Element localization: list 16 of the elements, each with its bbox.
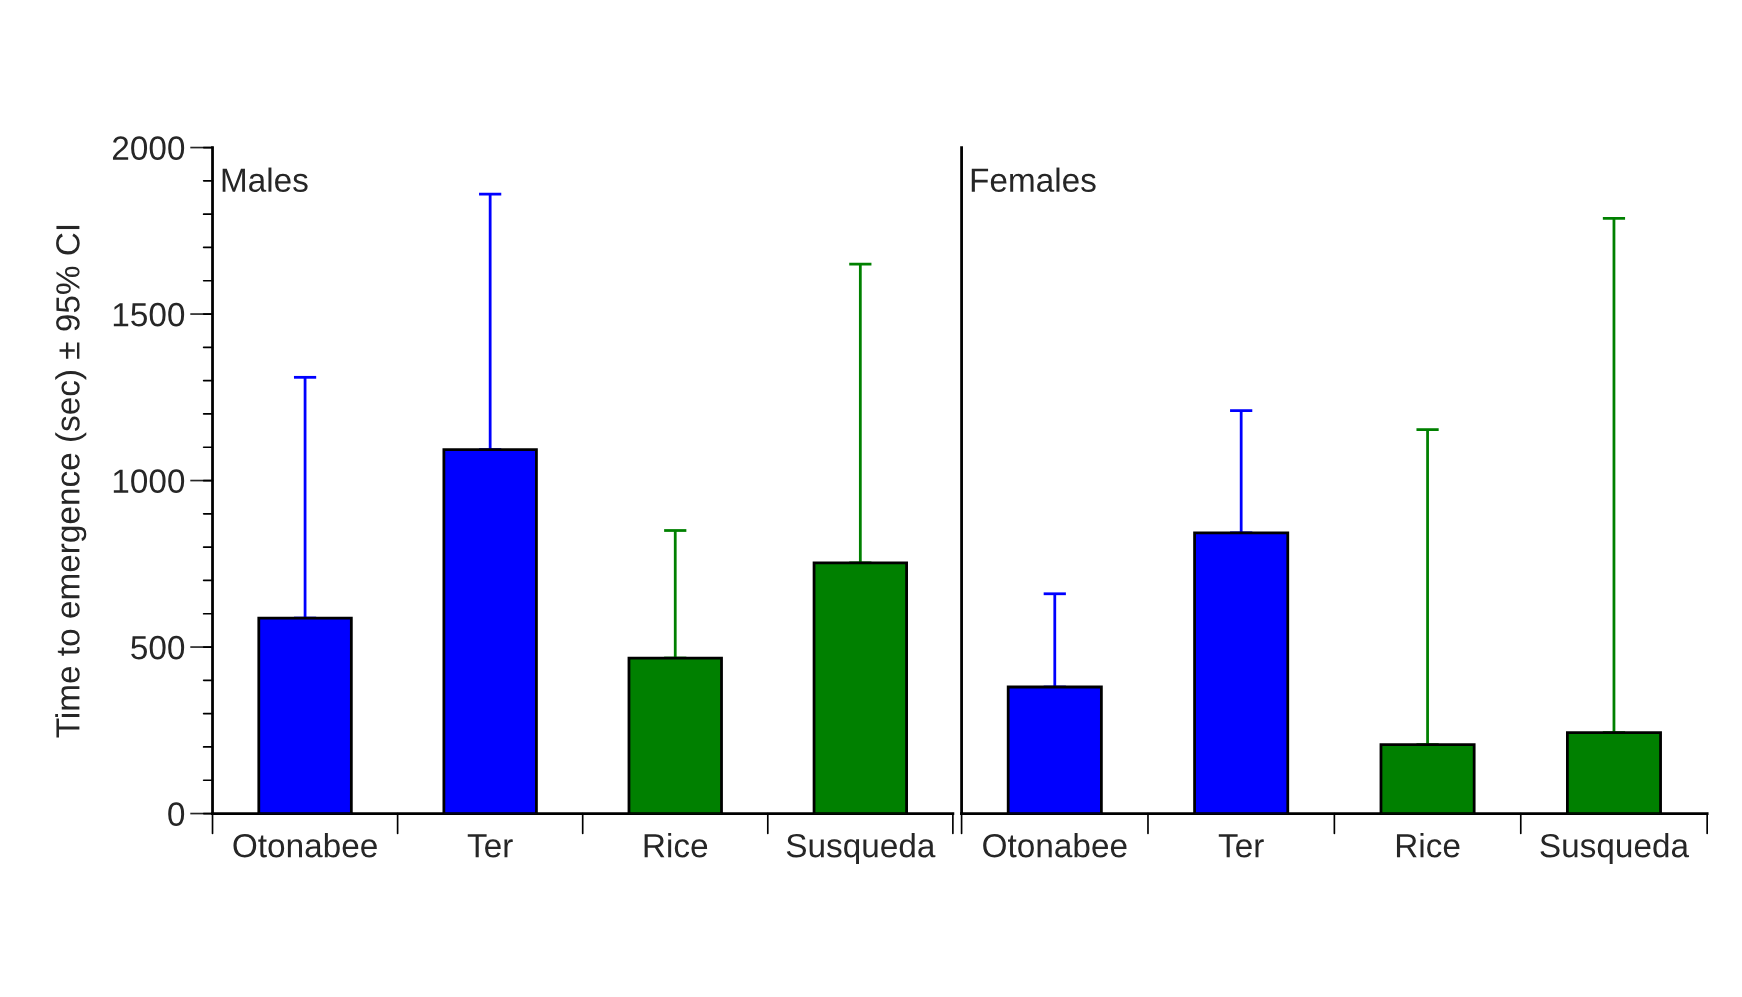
x-tick-label: Rice <box>1396 833 1460 858</box>
y-tick-label: 500 <box>131 635 185 660</box>
y-tick-label: 1500 <box>113 302 185 327</box>
y-tick-label: 2000 <box>112 136 185 160</box>
x-tick-label: Ter <box>467 834 513 858</box>
x-tick-label: Ter <box>1218 834 1264 858</box>
y-tick-label: 0 <box>168 802 185 826</box>
chart-title: Females <box>971 167 1096 193</box>
y-tick-label: 1000 <box>113 469 185 493</box>
x-tick-label: Susqueda <box>786 833 936 865</box>
x-tick-label: Rice <box>644 833 708 858</box>
x-tick-label: Susqueda <box>1540 833 1690 865</box>
y-axis-title: Time to emergence (sec) ± 95% CI <box>55 225 87 738</box>
x-tick-label: Otonabee <box>233 833 377 858</box>
chart-title: Males <box>222 167 308 193</box>
x-tick-label: Otonabee <box>983 833 1127 858</box>
